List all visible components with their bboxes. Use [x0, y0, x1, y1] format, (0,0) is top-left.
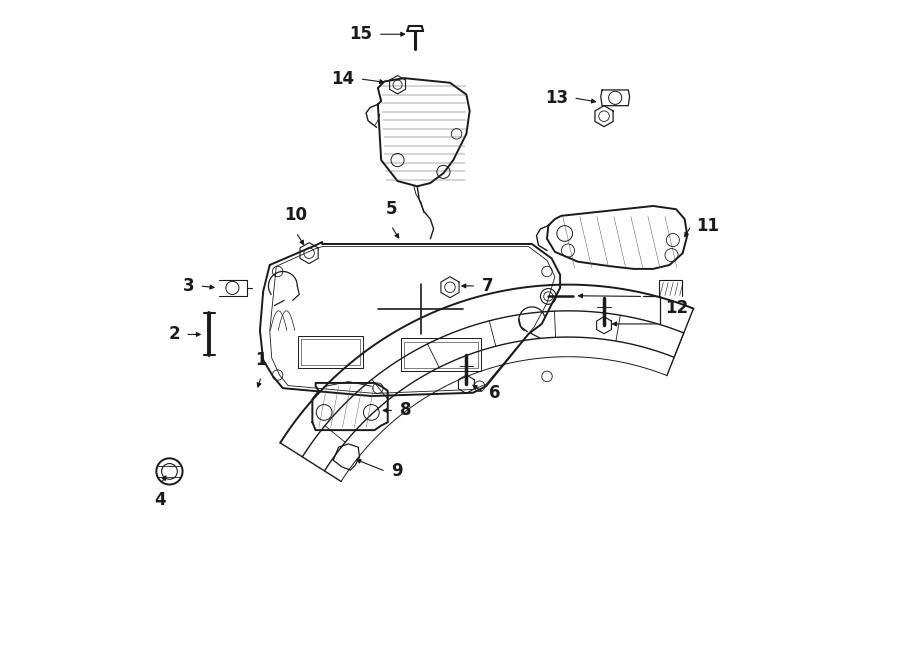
Text: 10: 10 [284, 206, 308, 224]
Text: 1: 1 [256, 350, 267, 369]
Text: 11: 11 [697, 217, 719, 235]
Text: 3: 3 [183, 277, 194, 295]
Text: 5: 5 [385, 200, 397, 217]
Text: 7: 7 [482, 277, 493, 295]
Text: 9: 9 [391, 463, 402, 481]
Text: 6: 6 [490, 384, 500, 402]
Text: 8: 8 [400, 401, 411, 420]
Text: 2: 2 [168, 325, 180, 344]
Text: 12: 12 [665, 299, 688, 317]
Text: 15: 15 [350, 25, 373, 43]
Text: 4: 4 [155, 491, 166, 509]
Text: 13: 13 [544, 89, 568, 107]
Text: 14: 14 [331, 70, 355, 88]
